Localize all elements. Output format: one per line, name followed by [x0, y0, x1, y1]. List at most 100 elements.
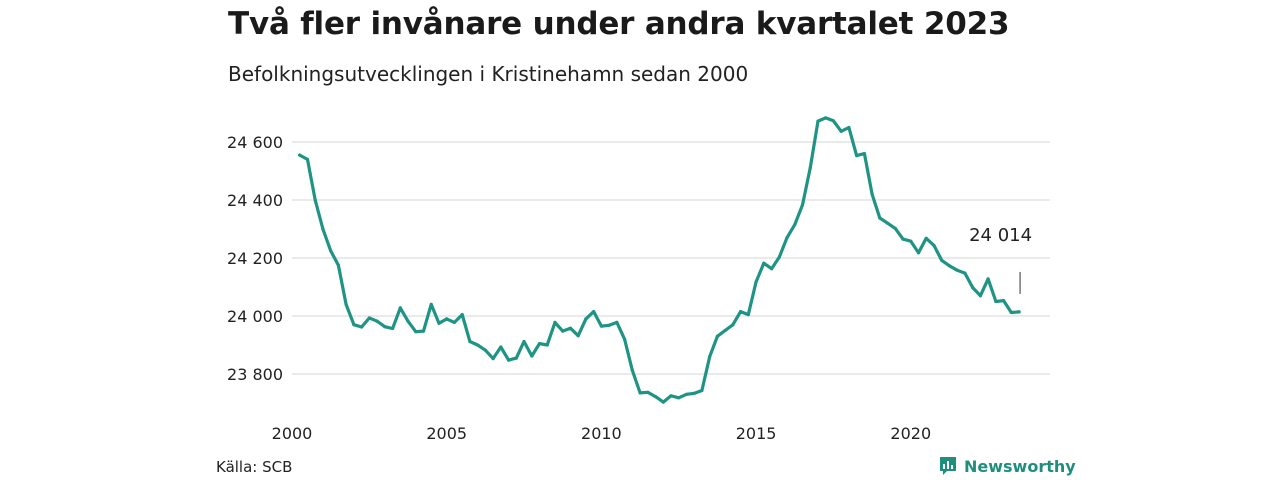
data-point — [336, 263, 340, 267]
data-point — [692, 391, 696, 395]
data-point — [553, 320, 557, 324]
brand-logo[interactable]: Newsworthy — [938, 456, 1076, 476]
data-point — [963, 271, 967, 275]
data-point — [383, 325, 387, 329]
data-point — [1002, 299, 1006, 303]
y-axis-ticks: 23 800 24 000 24 200 24 400 24 600 — [227, 133, 283, 384]
annotation-group: 24 014 — [969, 225, 1032, 294]
x-axis-ticks: 2000 2005 2010 2015 2020 — [272, 424, 931, 443]
data-point — [507, 358, 511, 362]
data-point — [862, 152, 867, 156]
data-point — [777, 255, 781, 259]
data-point — [723, 328, 727, 333]
data-point — [476, 343, 480, 347]
data-point — [329, 249, 333, 253]
data-point — [700, 388, 704, 393]
data-point — [754, 280, 758, 284]
data-point — [824, 116, 828, 120]
data-point — [947, 264, 952, 268]
data-point — [391, 326, 395, 331]
data-point — [816, 119, 820, 123]
data-point — [514, 356, 518, 360]
data-point — [414, 330, 418, 334]
data-point — [831, 119, 836, 123]
y-tick-label: 24 200 — [227, 249, 283, 268]
annotation-label: 24 014 — [969, 225, 1032, 246]
source-note: Källa: SCB — [216, 458, 293, 476]
y-tick-label: 24 400 — [227, 191, 283, 210]
data-point — [375, 319, 379, 323]
data-point — [568, 326, 573, 330]
data-point — [808, 166, 812, 170]
data-point — [785, 236, 789, 240]
data-point — [452, 320, 456, 324]
brand-name: Newsworthy — [964, 456, 1076, 476]
series-line — [298, 116, 1021, 404]
data-point — [615, 320, 619, 324]
data-point — [715, 334, 720, 338]
data-point — [592, 310, 596, 314]
data-point — [607, 323, 611, 327]
data-point — [971, 286, 975, 290]
data-point — [855, 154, 859, 158]
data-point — [669, 394, 673, 398]
data-point — [940, 258, 944, 262]
x-tick-label: 2005 — [426, 424, 467, 443]
data-point — [770, 267, 774, 271]
data-point — [684, 392, 689, 396]
data-point — [321, 227, 325, 231]
data-point — [298, 153, 302, 157]
data-point — [661, 400, 665, 404]
data-point — [499, 345, 503, 349]
x-tick-label: 2010 — [581, 424, 622, 443]
y-tick-label: 24 600 — [227, 133, 283, 152]
data-point — [1009, 310, 1013, 315]
data-point — [537, 342, 542, 346]
chart-subtitle: Befolkningsutvecklingen i Kristinehamn s… — [228, 62, 749, 86]
data-point — [313, 198, 317, 202]
data-point — [445, 317, 449, 321]
data-point — [483, 348, 487, 352]
data-point — [847, 125, 851, 130]
data-point — [677, 396, 681, 400]
data-point — [762, 261, 766, 265]
data-point — [994, 299, 998, 304]
data-point — [893, 226, 897, 230]
data-point — [793, 223, 797, 227]
data-point — [878, 216, 882, 220]
data-point — [708, 355, 712, 359]
data-point — [305, 157, 310, 161]
data-point — [429, 302, 433, 306]
data-point — [584, 317, 588, 321]
data-point — [924, 236, 928, 240]
data-point — [901, 237, 905, 241]
data-point — [978, 294, 983, 298]
data-point — [522, 339, 526, 344]
y-tick-label: 23 800 — [227, 365, 283, 384]
x-tick-label: 2015 — [736, 424, 777, 443]
data-point — [731, 323, 735, 327]
data-point — [406, 319, 410, 323]
data-point — [545, 343, 549, 347]
data-point — [352, 323, 356, 327]
data-point — [909, 239, 913, 243]
data-point — [955, 268, 959, 272]
data-point — [800, 203, 805, 207]
data-point — [630, 368, 634, 372]
data-point — [638, 391, 642, 395]
data-point — [460, 313, 464, 317]
data-point — [561, 329, 565, 333]
data-point — [653, 395, 658, 399]
x-tick-label: 2020 — [890, 424, 931, 443]
data-point — [421, 329, 426, 333]
data-point — [360, 325, 364, 329]
series-group — [298, 116, 1021, 404]
data-point — [599, 324, 604, 328]
data-point — [739, 310, 743, 314]
chart-title: Två fler invånare under andra kvartalet … — [228, 6, 1010, 42]
data-point — [916, 251, 921, 255]
data-point — [576, 334, 580, 338]
data-point — [437, 321, 441, 325]
data-point — [839, 129, 843, 133]
